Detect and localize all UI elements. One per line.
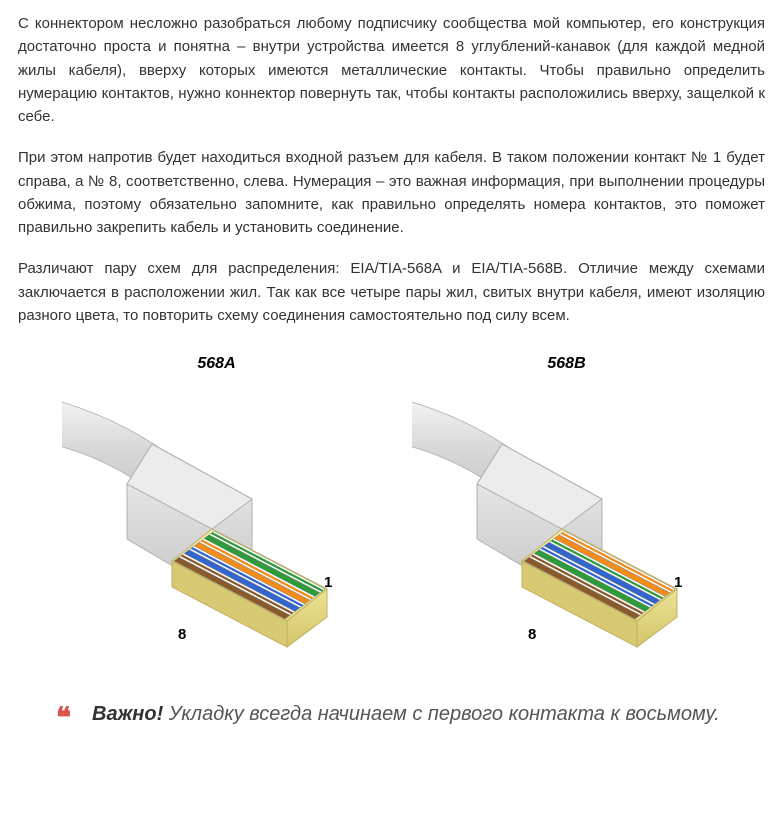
paragraph-1: С коннектором несложно разобраться любом…: [18, 12, 765, 128]
connector-568b: 568B 1 8: [412, 352, 722, 659]
pin-label-8: 8: [178, 626, 186, 643]
callout-strong: Важно!: [92, 703, 163, 725]
connector-title-a: 568A: [197, 352, 235, 377]
paragraph-3: Различают пару схем для распределения: E…: [18, 257, 765, 327]
connector-svg-a: 1 8: [62, 389, 372, 659]
pin-label-8b: 8: [528, 626, 536, 643]
quote-icon: ❝: [56, 697, 71, 739]
pin-label-1: 1: [324, 574, 332, 591]
rj45-diagram: 568A: [18, 352, 765, 659]
paragraph-2: При этом напротив будет находиться входн…: [18, 146, 765, 239]
connector-568a: 568A: [62, 352, 372, 659]
pin-label-1b: 1: [674, 574, 682, 591]
connector-svg-b: 1 8: [412, 389, 722, 659]
connector-title-b: 568B: [547, 352, 585, 377]
callout-text: Укладку всегда начинаем с первого контак…: [163, 703, 719, 725]
important-callout: ❝ Важно! Укладку всегда начинаем с перво…: [78, 699, 735, 729]
